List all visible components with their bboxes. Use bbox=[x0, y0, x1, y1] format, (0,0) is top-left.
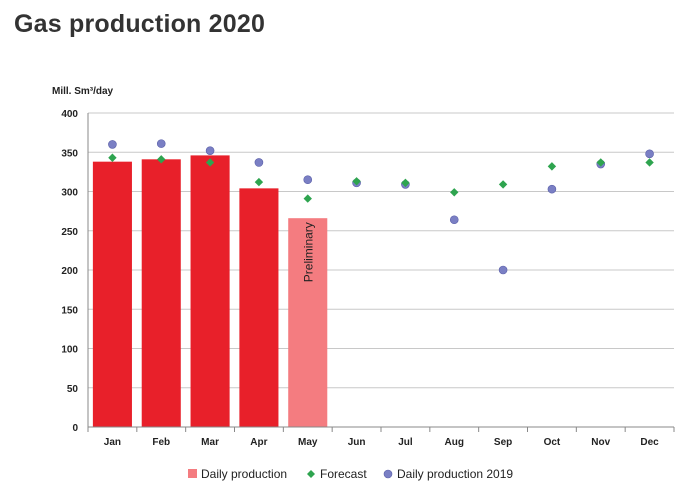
bars-group: Preliminary bbox=[92, 155, 328, 428]
marker-production-2019 bbox=[547, 184, 557, 194]
marker-production-2019 bbox=[156, 139, 166, 148]
bar bbox=[141, 159, 181, 427]
y-tick-label: 150 bbox=[61, 305, 78, 316]
legend-swatch-production-2019 bbox=[383, 469, 393, 479]
marker-forecast bbox=[205, 158, 215, 167]
marker-forecast bbox=[254, 177, 264, 187]
marker-production-2019 bbox=[303, 175, 313, 185]
marker-production-2019 bbox=[645, 149, 654, 159]
marker-forecast bbox=[303, 194, 312, 203]
y-tick-label: 400 bbox=[61, 109, 78, 120]
legend-swatch-daily-production bbox=[188, 469, 197, 478]
marker-forecast bbox=[450, 188, 459, 197]
marker-forecast bbox=[352, 177, 361, 186]
legend-item: Daily production 2019 bbox=[383, 467, 513, 481]
marker-forecast bbox=[498, 180, 508, 189]
x-tick-label: Oct bbox=[544, 437, 561, 448]
page-title: Gas production 2020 bbox=[14, 10, 266, 38]
marker-production-2019 bbox=[498, 265, 508, 275]
legend-label: Daily production 2019 bbox=[397, 467, 513, 481]
x-tick-label: Jan bbox=[104, 437, 121, 448]
bar-preliminary bbox=[288, 218, 328, 427]
legend-swatch-forecast bbox=[307, 470, 315, 478]
x-tick-label: Mar bbox=[201, 437, 219, 448]
legend-item: Daily production bbox=[188, 467, 287, 481]
marker-production-2019 bbox=[449, 215, 459, 225]
y-tick-label: 350 bbox=[61, 148, 78, 159]
axes-group: 0 50 100 150 200 250 300 350 400 Jan Feb Mar Apr May J… bbox=[61, 109, 675, 448]
marker-forecast bbox=[596, 158, 605, 167]
y-tick-label: 0 bbox=[72, 423, 78, 434]
bar bbox=[239, 188, 279, 427]
marker-forecast bbox=[547, 162, 557, 171]
legend-label: Daily production bbox=[201, 467, 287, 481]
y-tick-label: 300 bbox=[61, 188, 78, 199]
marker-production-2019 bbox=[254, 158, 264, 167]
y-tick-label: 50 bbox=[67, 384, 79, 395]
x-tick-label: Jul bbox=[398, 437, 413, 448]
bar bbox=[190, 155, 230, 427]
marker-forecast bbox=[645, 158, 654, 167]
legend-label: Forecast bbox=[320, 467, 367, 481]
legend-item: Forecast bbox=[307, 467, 367, 481]
x-tick-label: Aug bbox=[445, 437, 464, 448]
marker-forecast bbox=[108, 153, 117, 162]
marker-forecast bbox=[157, 155, 166, 164]
x-tick-label: May bbox=[298, 437, 318, 448]
marker-production-2019 bbox=[108, 140, 117, 149]
y-axis-title: Mill. Sm³/day bbox=[52, 86, 114, 97]
legend: Daily production Forecast Daily production… bbox=[188, 467, 513, 481]
bar bbox=[92, 161, 132, 428]
preliminary-annotation: Preliminary bbox=[302, 222, 316, 282]
y-tick-label: 200 bbox=[61, 266, 78, 277]
y-tick-label: 250 bbox=[61, 227, 78, 238]
x-tick-label: Feb bbox=[152, 437, 170, 448]
y-tick-label: 100 bbox=[61, 345, 78, 356]
markers-group bbox=[108, 139, 654, 275]
x-tick-label: Jun bbox=[348, 437, 366, 448]
marker-production-2019 bbox=[205, 146, 215, 155]
x-tick-label: Dec bbox=[640, 437, 659, 448]
x-tick-label: Nov bbox=[591, 437, 610, 448]
x-tick-label: Sep bbox=[494, 437, 512, 448]
x-tick-label: Apr bbox=[250, 437, 267, 448]
marker-forecast bbox=[401, 178, 410, 188]
